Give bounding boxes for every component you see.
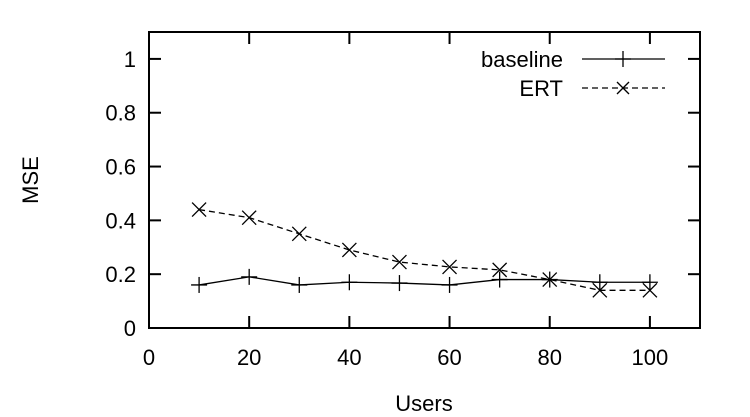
x-tick-label: 0	[143, 345, 155, 370]
legend-label-ert: ERT	[519, 76, 563, 101]
y-tick-label: 0.6	[105, 155, 136, 180]
cross-marker-icon	[341, 242, 357, 258]
cross-marker-icon	[492, 262, 508, 278]
x-tick-label: 20	[237, 345, 261, 370]
cross-marker-icon	[642, 282, 658, 298]
legend-label-baseline: baseline	[481, 47, 563, 72]
y-axis-label: MSE	[18, 156, 43, 204]
cross-marker-icon	[391, 254, 407, 270]
cross-marker-icon	[191, 202, 207, 218]
series-ert	[191, 202, 658, 298]
data-series	[191, 202, 658, 298]
x-tick-label: 80	[537, 345, 561, 370]
cross-marker-icon	[291, 226, 307, 242]
series-line	[198, 276, 650, 286]
cross-marker-icon	[592, 282, 608, 298]
plot-border	[148, 31, 701, 329]
cross-marker-icon	[542, 272, 558, 288]
series-line	[198, 208, 650, 291]
cross-marker-icon	[442, 259, 458, 275]
y-tick-label: 0	[124, 316, 136, 341]
y-tick-label: 0.2	[105, 262, 136, 287]
x-axis-label: Users	[395, 391, 452, 416]
x-axis-ticks: 0 20 40 60 80 100	[143, 32, 668, 370]
y-axis-ticks: 0 0.2 0.4 0.6 0.8 1	[105, 47, 700, 341]
cross-marker-icon	[241, 210, 257, 226]
y-tick-label: 0.8	[105, 101, 136, 126]
cross-marker-icon	[616, 81, 630, 95]
plot-frame	[148, 31, 701, 329]
series-baseline	[191, 268, 658, 293]
x-tick-label: 60	[437, 345, 461, 370]
legend: baseline ERT	[481, 47, 665, 101]
y-tick-label: 1	[124, 47, 136, 72]
x-tick-label: 40	[337, 345, 361, 370]
y-tick-label: 0.4	[105, 208, 136, 233]
x-tick-label: 100	[632, 345, 669, 370]
